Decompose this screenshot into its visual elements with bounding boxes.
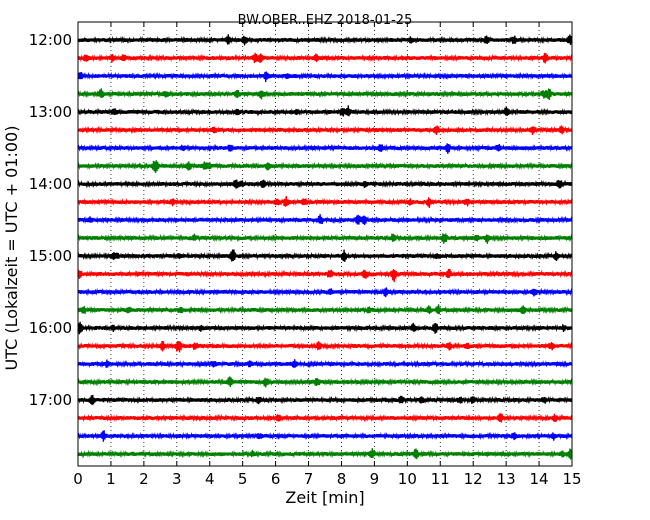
trace-row-1400 [77,179,573,189]
trace-row-1230 [77,71,573,82]
x-tick-label-4: 4 [205,470,215,488]
y-tick-label-1600: 16:00 [29,319,72,337]
trace-row-1445 [77,233,573,244]
x-tick-label-13: 13 [497,470,516,488]
x-tick-label-7: 7 [304,470,314,488]
trace-row-1645 [77,376,573,388]
trace-row-1300 [77,105,573,117]
y-tick-label-1400: 14:00 [29,175,72,193]
trace-row-1345 [77,160,573,173]
x-tick-label-1: 1 [106,470,116,488]
x-tick-label-5: 5 [238,470,248,488]
x-axis-label: Zeit [min] [285,488,364,507]
chart-title: BW.OBER..EHZ 2018-01-25 [238,13,413,28]
trace-row-1530 [77,287,573,298]
y-tick-label-1500: 15:00 [29,247,72,265]
x-tick-labels: 0 1 2 3 4 5 6 7 8 9 10 11 12 13 14 15 [73,470,581,488]
x-tick-label-15: 15 [562,470,581,488]
trace-row-1730 [77,430,573,442]
trace-row-1630 [77,359,573,369]
trace-row-1215 [77,52,573,64]
trace-row-1515 [77,268,573,283]
trace-row-1700 [77,394,573,406]
x-tick-label-0: 0 [73,470,83,488]
x-tick-label-12: 12 [464,470,483,488]
x-tick-label-9: 9 [370,470,380,488]
y-tick-label-1700: 17:00 [29,391,72,409]
trace-row-1500 [77,249,573,262]
trace-row-1715 [77,413,573,423]
x-tick-label-6: 6 [271,470,281,488]
y-axis-label: UTC (Lokalzeit = UTC + 01:00) [2,126,21,371]
y-tick-label-1300: 13:00 [29,103,72,121]
x-tick-label-3: 3 [172,470,182,488]
x-tick-label-10: 10 [398,470,417,488]
trace-row-1600 [77,321,573,335]
x-tick-label-2: 2 [139,470,149,488]
trace-row-1615 [77,340,573,353]
y-tick-label-1200: 12:00 [29,31,72,49]
trace-row-1315 [77,125,573,136]
trace-row-1430 [77,214,573,226]
trace-row-1545 [77,304,573,315]
plot-frame [77,21,573,467]
y-tick-labels: 12:00 13:00 14:00 15:00 16:00 17:00 [29,31,72,409]
x-tick-label-11: 11 [431,470,450,488]
trace-row-1745 [77,448,573,460]
trace-row-1330 [77,143,573,154]
seismic-traces [77,34,573,460]
trace-row-1200 [77,34,573,46]
trace-row-1245 [77,88,573,100]
x-tick-label-14: 14 [530,470,549,488]
x-tick-label-8: 8 [337,470,347,488]
axis-ticks [77,22,573,466]
trace-row-1415 [77,196,573,208]
